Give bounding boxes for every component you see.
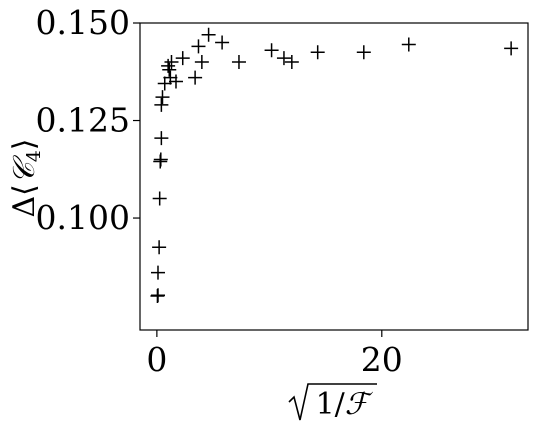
data-point (162, 62, 177, 77)
data-point (215, 35, 230, 50)
data-point (284, 55, 299, 70)
y-axis-label: Δ⟨𝒞4⟩ (7, 138, 45, 217)
data-point (264, 43, 279, 58)
plot-frame (139, 22, 529, 331)
data-point (191, 39, 206, 54)
data-point (504, 41, 519, 56)
x-axis-ticks: 0 20 (146, 330, 403, 379)
data-points (150, 27, 519, 304)
data-point (154, 131, 169, 146)
data-point (150, 265, 165, 280)
data-point (155, 90, 170, 105)
x-axis-label-text: 1/ℱ (316, 387, 374, 422)
y-tick-label: 0.100 (36, 198, 130, 237)
data-point (188, 70, 203, 85)
data-point (152, 240, 167, 255)
data-point (310, 45, 325, 60)
data-point (157, 76, 172, 91)
y-tick-label: 0.150 (36, 3, 130, 42)
data-point (201, 27, 216, 42)
data-point (231, 55, 246, 70)
data-point (276, 51, 291, 66)
x-axis-label: 1/ℱ (288, 383, 377, 422)
y-tick-label: 0.125 (36, 101, 130, 140)
data-point (356, 45, 371, 60)
x-tick-label: 0 (146, 340, 167, 379)
data-point (163, 70, 178, 85)
data-point (194, 55, 209, 70)
data-point (175, 51, 190, 66)
data-point (152, 191, 167, 206)
x-axis-label-radical (288, 383, 377, 421)
data-point (150, 288, 165, 303)
data-point (168, 74, 183, 89)
data-point (154, 97, 169, 112)
y-axis-ticks: 0.100 0.125 0.150 (36, 3, 140, 237)
data-point (401, 37, 416, 52)
data-point (153, 152, 168, 167)
x-tick-label: 20 (361, 340, 403, 379)
data-point (164, 55, 179, 70)
data-point (161, 58, 176, 73)
